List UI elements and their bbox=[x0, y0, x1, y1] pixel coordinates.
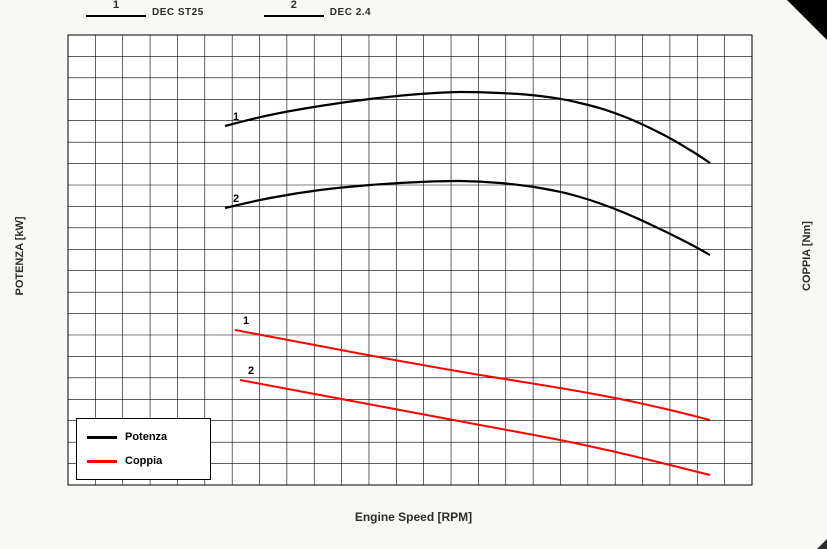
y-left-axis-title: POTENZA [kW] bbox=[14, 201, 26, 311]
inner-legend-row-potenza: Potenza bbox=[87, 425, 200, 449]
inner-legend-label-potenza: Potenza bbox=[125, 431, 167, 443]
engine-chart-page: 1 DEC ST25 2 DEC 2.4 POTENZA [kW] COPPIA… bbox=[0, 0, 827, 549]
curve-label-coppia-1: 1 bbox=[243, 315, 249, 327]
inner-legend-swatch-potenza bbox=[87, 436, 117, 439]
y-right-axis-title: COPPIA [Nm] bbox=[801, 201, 813, 311]
top-legend-item-1: 1 DEC ST25 bbox=[86, 3, 204, 21]
top-legend-name-2: DEC 2.4 bbox=[330, 7, 371, 18]
top-legend: 1 DEC ST25 2 DEC 2.4 bbox=[86, 0, 431, 24]
bottom-right-triangle bbox=[817, 539, 827, 549]
corner-decoration bbox=[787, 0, 827, 40]
top-legend-num-1: 1 bbox=[86, 0, 146, 11]
inner-legend-swatch-coppia bbox=[87, 460, 117, 463]
inner-legend: Potenza Coppia bbox=[76, 418, 211, 480]
top-legend-num-2: 2 bbox=[264, 0, 324, 11]
top-legend-name-1: DEC ST25 bbox=[152, 7, 204, 18]
inner-legend-label-coppia: Coppia bbox=[125, 455, 162, 467]
curve-label-coppia-2: 2 bbox=[248, 365, 254, 377]
inner-legend-row-coppia: Coppia bbox=[87, 449, 200, 473]
x-axis-title: Engine Speed [RPM] bbox=[0, 510, 827, 524]
top-legend-bar-1 bbox=[86, 15, 146, 17]
curve-label-potenza-2: 2 bbox=[233, 193, 239, 205]
curve-label-potenza-1: 1 bbox=[233, 111, 239, 123]
top-legend-item-2: 2 DEC 2.4 bbox=[264, 3, 371, 21]
top-legend-marker-2: 2 bbox=[264, 3, 324, 21]
top-legend-marker-1: 1 bbox=[86, 3, 146, 21]
top-legend-bar-2 bbox=[264, 15, 324, 17]
